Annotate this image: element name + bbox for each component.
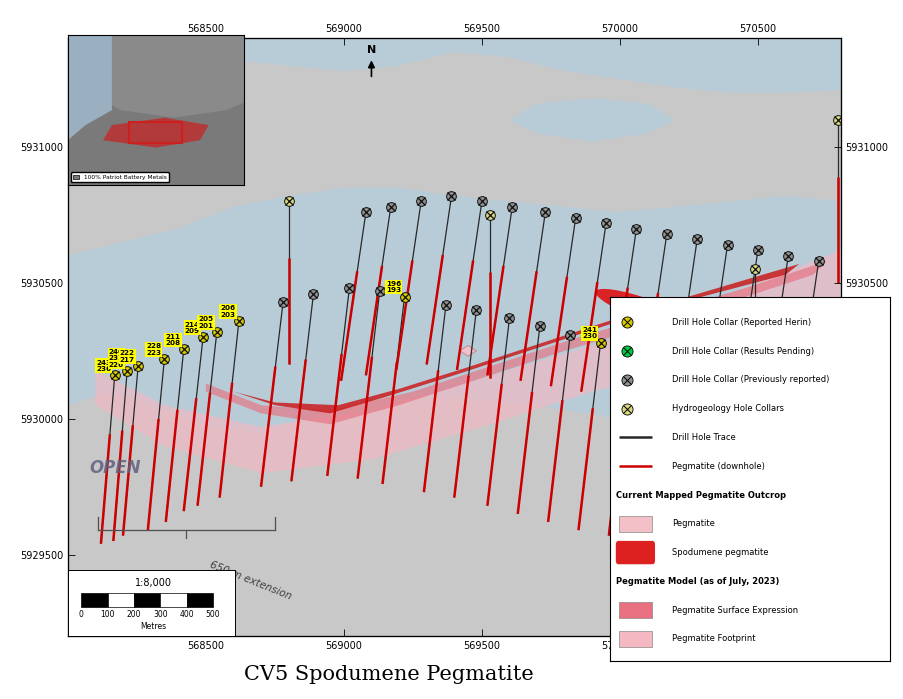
Polygon shape	[68, 188, 840, 433]
Text: 214
209: 214 209	[184, 322, 200, 334]
FancyBboxPatch shape	[615, 541, 655, 564]
Text: Pegmatite: Pegmatite	[671, 519, 714, 528]
Text: Metres: Metres	[141, 621, 166, 630]
Text: 205
201: 205 201	[198, 316, 213, 329]
Bar	[618, 630, 652, 647]
Text: 100: 100	[100, 610, 115, 619]
Bar	[618, 602, 652, 618]
Polygon shape	[68, 35, 112, 140]
Text: 192: 192	[731, 352, 746, 359]
Bar	[618, 516, 652, 532]
Text: 1:8,000: 1:8,000	[135, 578, 172, 588]
Text: 196
193: 196 193	[386, 281, 401, 294]
Polygon shape	[123, 261, 371, 391]
Polygon shape	[509, 98, 675, 142]
Text: 206
203: 206 203	[220, 305, 236, 318]
Polygon shape	[96, 250, 840, 473]
Text: 400: 400	[179, 610, 193, 619]
Text: Hydrogeology Hole Collars: Hydrogeology Hole Collars	[671, 404, 783, 413]
Polygon shape	[68, 391, 840, 636]
Bar	[81, 593, 107, 607]
Polygon shape	[206, 261, 826, 424]
Text: 0: 0	[79, 610, 84, 619]
Bar	[129, 122, 182, 143]
Text: 200: 200	[126, 610, 141, 619]
Ellipse shape	[595, 289, 699, 331]
Text: Current Mapped Pegmatite Outcrop: Current Mapped Pegmatite Outcrop	[615, 491, 785, 500]
Polygon shape	[460, 345, 476, 356]
Text: OPEN: OPEN	[89, 459, 141, 477]
Polygon shape	[68, 38, 840, 256]
Text: Pegmatite (downhole): Pegmatite (downhole)	[671, 462, 764, 470]
Legend: 100% Patriot Battery Metals: 100% Patriot Battery Metals	[70, 173, 169, 182]
Text: Drill Hole Trace: Drill Hole Trace	[671, 433, 735, 442]
Text: 241
230: 241 230	[582, 327, 597, 340]
Text: 300: 300	[153, 610, 167, 619]
Bar	[160, 593, 186, 607]
Text: 240
231
226: 240 231 226	[108, 349, 124, 368]
Polygon shape	[68, 35, 112, 140]
Bar	[107, 593, 134, 607]
Text: 228
223: 228 223	[145, 343, 161, 356]
Text: 199: 199	[705, 350, 721, 356]
Polygon shape	[68, 35, 244, 117]
Polygon shape	[103, 117, 209, 147]
Text: 243
236: 243 236	[97, 359, 111, 372]
Text: Pegmatite Surface Expression: Pegmatite Surface Expression	[671, 605, 797, 614]
Text: Drill Hole Collar (Previously reported): Drill Hole Collar (Previously reported)	[671, 375, 828, 384]
Text: 650 m extension: 650 m extension	[209, 560, 293, 602]
Text: Drill Hole Collar (Reported Herin): Drill Hole Collar (Reported Herin)	[671, 318, 810, 327]
Text: Spodumene pegmatite: Spodumene pegmatite	[671, 548, 768, 557]
Text: 222
217: 222 217	[120, 350, 135, 363]
Polygon shape	[233, 264, 798, 413]
Text: 211
208: 211 208	[165, 333, 181, 346]
Bar	[186, 593, 212, 607]
Polygon shape	[123, 261, 371, 391]
Text: Pegmatite Footprint: Pegmatite Footprint	[671, 635, 755, 643]
Text: Drill Hole Collar (Results Pending): Drill Hole Collar (Results Pending)	[671, 347, 813, 356]
Text: CV5 Spodumene Pegmatite: CV5 Spodumene Pegmatite	[244, 665, 533, 684]
Text: 500: 500	[205, 610, 220, 619]
Text: Pegmatite Model (as of July, 2023): Pegmatite Model (as of July, 2023)	[615, 577, 778, 586]
Bar	[134, 593, 160, 607]
Text: N: N	[367, 45, 376, 55]
